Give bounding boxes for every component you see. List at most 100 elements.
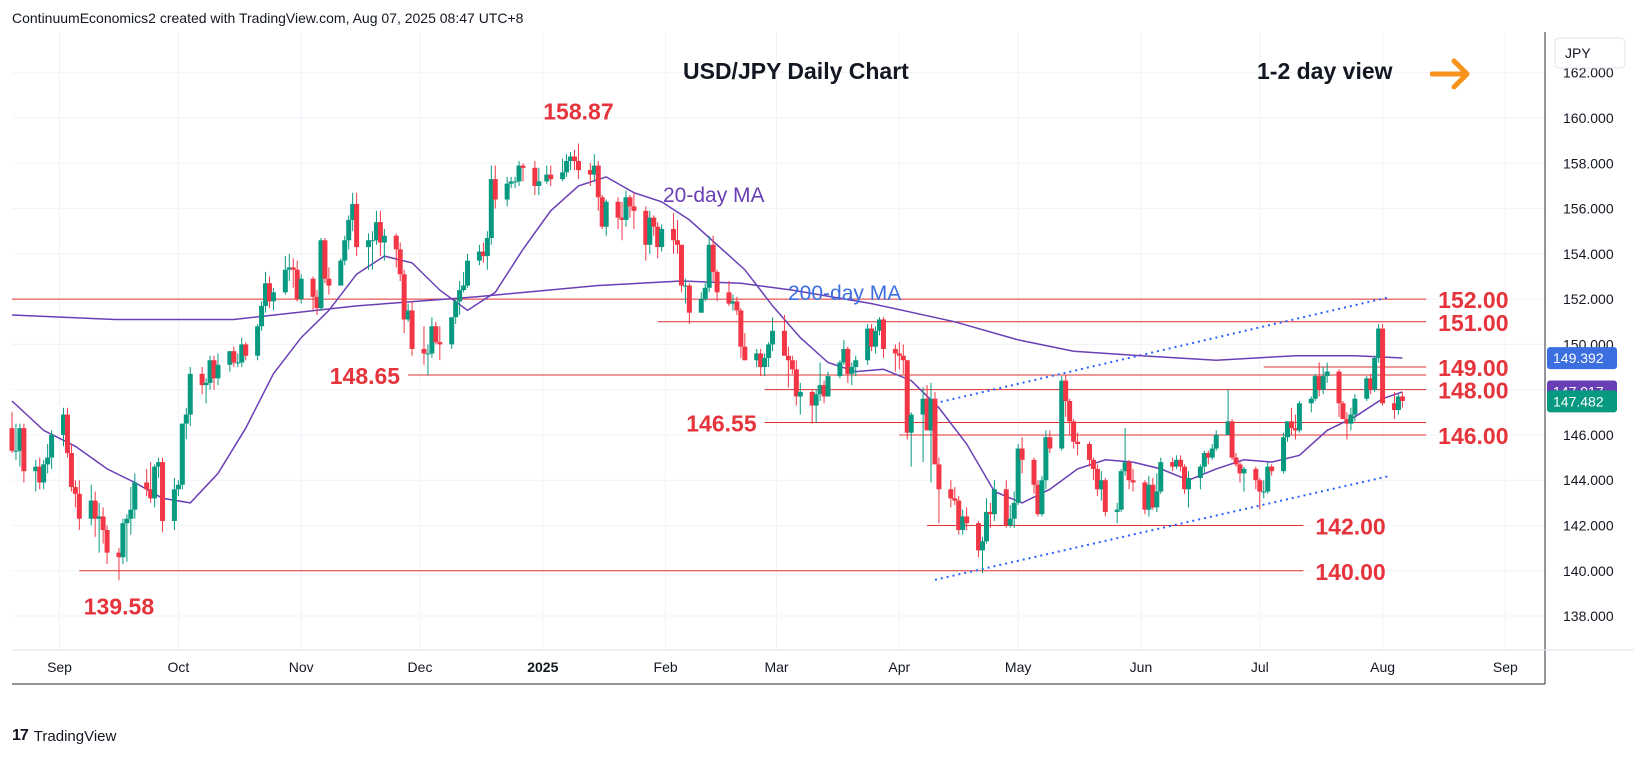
candle-body: [1031, 459, 1037, 485]
candle: [785, 346, 791, 388]
candle: [564, 154, 570, 177]
tradingview-logo[interactable]: 17 TradingView: [12, 727, 116, 745]
candle: [92, 491, 98, 537]
candle-body: [1035, 484, 1041, 515]
candle-body: [1201, 453, 1207, 467]
candle: [346, 215, 352, 250]
candle-body: [1336, 371, 1342, 404]
candle-body: [659, 228, 665, 248]
candle: [1352, 394, 1358, 422]
candle-body: [1344, 419, 1350, 424]
candle: [1043, 430, 1049, 490]
candle-body: [1237, 464, 1243, 474]
candle: [682, 278, 688, 304]
candle-body: [480, 251, 486, 257]
candle-body: [1316, 376, 1322, 390]
candle: [476, 244, 482, 266]
candle: [60, 407, 66, 447]
candle: [96, 502, 102, 553]
candle-body: [1126, 462, 1132, 481]
candle: [1391, 391, 1397, 420]
candle-body: [156, 462, 162, 467]
candle: [104, 525, 110, 564]
candle-body: [9, 428, 15, 451]
candle: [1205, 450, 1211, 465]
candle: [49, 430, 55, 469]
candle: [449, 317, 455, 349]
candle-body: [631, 206, 637, 211]
candle-body: [259, 305, 265, 327]
currency-label: JPY: [1565, 45, 1591, 61]
candle-body: [17, 428, 23, 451]
candle: [405, 303, 411, 322]
candle: [1292, 414, 1298, 440]
candle: [964, 507, 970, 531]
candle-body: [615, 201, 621, 218]
candle: [983, 498, 989, 544]
candle: [932, 391, 938, 465]
candle-body: [1205, 453, 1211, 458]
candle: [64, 407, 70, 458]
candle: [904, 360, 910, 440]
candle-body: [627, 197, 633, 207]
candle: [948, 480, 954, 508]
candle-body: [655, 226, 661, 248]
ma20-line: [11, 176, 1403, 504]
candle: [651, 215, 657, 236]
candle: [128, 487, 134, 535]
candle-body: [1296, 403, 1302, 431]
y-tick-label: 140.000: [1563, 563, 1614, 579]
candle-body: [211, 360, 217, 379]
candle: [1312, 373, 1318, 401]
candle: [706, 235, 712, 293]
candle-body: [342, 240, 348, 261]
candle: [532, 161, 538, 195]
y-tick-label: 158.000: [1563, 155, 1614, 171]
candle: [429, 317, 435, 358]
price-tag-text: 147.482: [1553, 393, 1604, 409]
candle: [179, 423, 185, 490]
candle-body: [591, 165, 597, 175]
candle: [1067, 398, 1073, 435]
candle-body: [686, 285, 692, 313]
candle-body: [290, 267, 296, 270]
candle: [571, 149, 577, 171]
candle-body: [1130, 480, 1136, 483]
candle-body: [987, 511, 993, 515]
candle-body: [457, 290, 463, 302]
candle: [544, 165, 550, 184]
candle: [1158, 457, 1164, 494]
candle: [1015, 444, 1021, 506]
candle: [199, 367, 205, 395]
candle-body: [41, 464, 47, 483]
candle-body: [1146, 484, 1152, 510]
candle: [263, 271, 269, 313]
candle: [1197, 464, 1203, 490]
candle-body: [183, 414, 189, 424]
candle-body: [595, 165, 601, 198]
candle-body: [532, 167, 538, 186]
candle: [877, 317, 883, 336]
candle-body: [1285, 421, 1291, 438]
candle-body: [504, 183, 510, 200]
candle-body: [465, 260, 471, 286]
candle: [187, 367, 193, 426]
candle: [869, 324, 875, 352]
candle: [211, 355, 217, 390]
candle: [873, 326, 879, 354]
tradingview-brand: TradingView: [33, 727, 117, 745]
candle-body: [266, 283, 272, 302]
candle-body: [571, 156, 577, 162]
candle: [599, 194, 605, 229]
candle-body: [116, 552, 122, 558]
candle-body: [369, 240, 375, 242]
candle-body: [255, 326, 261, 356]
candle: [896, 342, 902, 370]
candle: [797, 382, 803, 415]
candle-body: [908, 414, 914, 433]
candle: [354, 192, 360, 257]
candle: [762, 353, 768, 377]
candle: [1320, 367, 1326, 395]
candle-body: [298, 278, 304, 300]
